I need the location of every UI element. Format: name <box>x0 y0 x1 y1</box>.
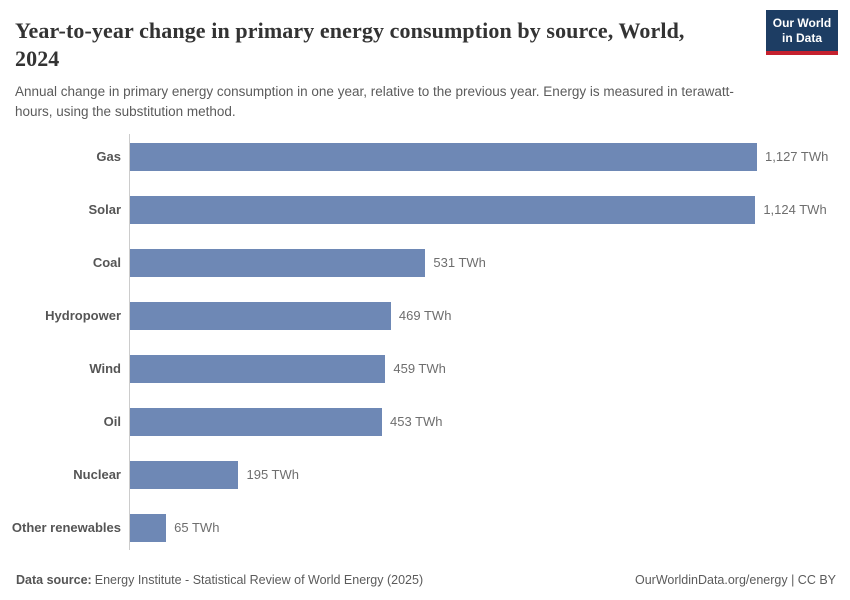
data-source-text: Energy Institute - Statistical Review of… <box>94 573 424 587</box>
bar-track: 531 TWh <box>129 248 850 277</box>
value-label: 1,124 TWh <box>763 202 827 218</box>
bar-track: 1,124 TWh <box>129 195 850 224</box>
bar-oil[interactable] <box>130 407 383 436</box>
logo-line-1: Our World <box>772 16 832 30</box>
chart-title: Year-to-year change in primary energy co… <box>15 18 685 72</box>
bar-nuclear[interactable] <box>130 460 239 489</box>
value-label: 453 TWh <box>390 414 443 430</box>
value-label: 65 TWh <box>174 520 220 536</box>
category-label: Other renewables <box>11 520 121 536</box>
bar-track: 65 TWh <box>129 513 850 542</box>
bar-row: Nuclear 195 TWh <box>0 448 850 501</box>
value-label: 531 TWh <box>433 255 486 271</box>
bar-gas[interactable] <box>130 142 757 171</box>
bar-other-renewables[interactable] <box>130 513 167 542</box>
category-label: Wind <box>89 361 121 377</box>
bar-row: Wind 459 TWh <box>0 342 850 395</box>
value-label: 1,127 TWh <box>765 149 829 165</box>
owid-logo[interactable]: Our World in Data <box>766 10 838 55</box>
y-axis-line <box>129 134 130 551</box>
category-label: Solar <box>88 202 121 218</box>
bar-coal[interactable] <box>130 248 426 277</box>
chart-header: Year-to-year change in primary energy co… <box>0 0 850 121</box>
bar-row: Gas 1,127 TWh <box>0 130 850 183</box>
category-label: Gas <box>96 149 121 165</box>
category-label: Coal <box>92 255 121 271</box>
bar-track: 459 TWh <box>129 354 850 383</box>
bar-row: Solar 1,124 TWh <box>0 183 850 236</box>
bar-row: Hydropower 469 TWh <box>0 289 850 342</box>
bar-row: Oil 453 TWh <box>0 395 850 448</box>
data-source: Data source: Energy Institute - Statistic… <box>16 573 423 587</box>
bar-solar[interactable] <box>130 195 756 224</box>
bar-track: 1,127 TWh <box>129 142 850 171</box>
value-label: 459 TWh <box>393 361 446 377</box>
bar-hydropower[interactable] <box>130 301 391 330</box>
category-label: Hydropower <box>45 308 121 324</box>
value-label: 195 TWh <box>246 467 299 483</box>
category-label: Oil <box>103 414 121 430</box>
chart-rows: Gas 1,127 TWh Solar 1,124 TWh Coal 531 TWh Hyd… <box>0 130 850 554</box>
chart-subtitle: Annual change in primary energy consumpt… <box>15 84 734 119</box>
logo-line-2: in Data <box>781 31 822 45</box>
bar-track: 453 TWh <box>129 407 850 436</box>
bar-wind[interactable] <box>130 354 386 383</box>
bar-track: 469 TWh <box>129 301 850 330</box>
category-label: Nuclear <box>73 467 121 483</box>
bar-chart: Gas 1,127 TWh Solar 1,124 TWh Coal 531 TWh Hyd… <box>0 130 850 554</box>
value-label: 469 TWh <box>398 308 452 324</box>
bar-track: 195 TWh <box>129 460 850 489</box>
footer-link[interactable]: OurWorldinData.org/energy | CC BY <box>634 573 836 587</box>
bar-row: Coal 531 TWh <box>0 236 850 289</box>
chart-footer: Data source: Energy Institute - Statistic… <box>16 573 836 587</box>
bar-row: Other renewables 65 TWh <box>0 501 850 554</box>
data-source-label: Data source: <box>16 573 92 587</box>
